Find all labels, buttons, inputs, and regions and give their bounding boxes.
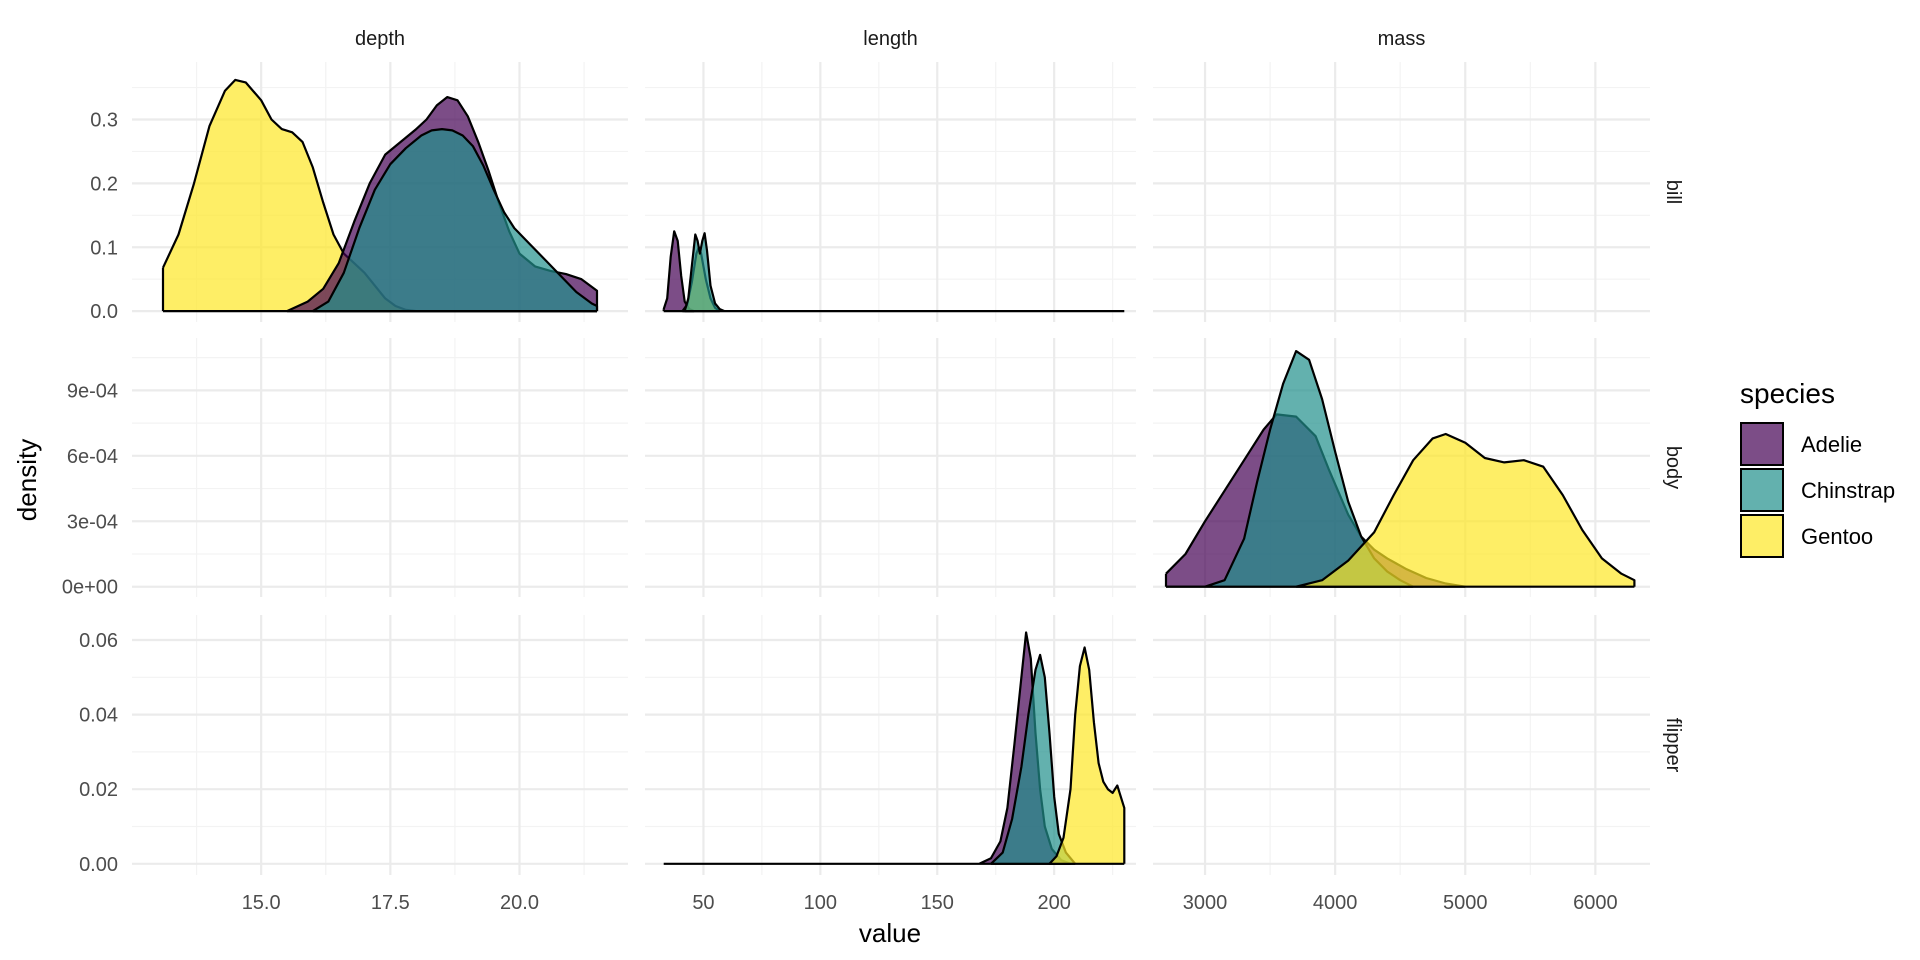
legend-label: Adelie: [1801, 432, 1862, 457]
y-tick-label: 0.00: [79, 854, 118, 876]
x-tick-label: 100: [804, 892, 837, 914]
y-tick-label: 0.2: [90, 173, 118, 195]
x-tick-label: 6000: [1573, 892, 1618, 914]
x-axis-title: value: [859, 918, 921, 948]
y-tick-label: 0.04: [79, 705, 118, 727]
x-tick-label: 4000: [1313, 892, 1358, 914]
y-tick-label: 0.1: [90, 237, 118, 259]
x-tick-label: 20.0: [500, 892, 539, 914]
y-axis-title: density: [12, 439, 42, 521]
density-area-gentoo: [1296, 434, 1635, 587]
panel-flipper-depth: [132, 615, 628, 875]
y-tick-label: 0e+00: [62, 577, 118, 599]
density-outline-chinstrap: [312, 128, 599, 313]
y-tick-label: 0.06: [79, 630, 118, 652]
density-outline-chinstrap: [683, 232, 1125, 313]
y-tick-label: 0.02: [79, 779, 118, 801]
y-tick-label: 0.0: [90, 301, 118, 323]
densities-bill-depth: [161, 78, 599, 313]
panels-layer: [132, 62, 1650, 875]
panel-bill-length: [645, 62, 1136, 322]
x-tick-label: 200: [1037, 892, 1070, 914]
density-area-chinstrap: [1166, 351, 1414, 587]
density-area-adelie: [663, 231, 695, 312]
x-tick-label: 3000: [1183, 892, 1228, 914]
panel-bill-mass: [1153, 62, 1650, 322]
axes-layer: depth length mass bill body flipper 0.0 0.1 0.2 0…: [62, 28, 1684, 914]
y-tick-label: 3e-04: [67, 511, 118, 533]
legend-swatch: [1740, 468, 1784, 512]
x-tick-label: 150: [921, 892, 954, 914]
facet-row-label-body: body: [1662, 446, 1684, 489]
densities-bill-length: [662, 230, 1125, 313]
panel-flipper-length: [645, 615, 1136, 875]
legend-title: species: [1740, 378, 1835, 409]
legend-items: Adelie Chinstrap Gentoo: [1740, 422, 1895, 558]
legend: species Adelie Chinstrap Gentoo: [1740, 378, 1895, 558]
legend-swatch: [1740, 514, 1784, 558]
y-tick-label: 9e-04: [67, 380, 118, 402]
densities-flipper-length: [663, 631, 1126, 865]
legend-item-chinstrap: Chinstrap: [1740, 468, 1895, 512]
facet-col-label-depth: depth: [355, 28, 405, 50]
panel-flipper-mass: [1153, 615, 1650, 875]
density-area-chinstrap: [991, 654, 1076, 864]
facet-row-label-bill: bill: [1662, 180, 1684, 204]
x-tick-label: 5000: [1443, 892, 1488, 914]
density-area-gentoo: [163, 79, 597, 312]
density-area-chinstrap: [312, 129, 597, 312]
densities-body-mass: [1164, 350, 1636, 588]
legend-label: Gentoo: [1801, 524, 1873, 549]
y-tick-label: 0.3: [90, 109, 118, 131]
legend-swatch: [1740, 422, 1784, 466]
density-area-chinstrap: [684, 233, 1125, 312]
legend-item-gentoo: Gentoo: [1740, 514, 1873, 558]
facet-row-label-flipper: flipper: [1662, 718, 1684, 773]
x-tick-label: 17.5: [371, 892, 410, 914]
density-outline-gentoo: [1048, 646, 1126, 865]
x-tick-label: 50: [692, 892, 714, 914]
legend-item-adelie: Adelie: [1740, 422, 1862, 466]
legend-label: Chinstrap: [1801, 478, 1895, 503]
density-outline-gentoo: [1295, 432, 1636, 588]
facet-col-label-mass: mass: [1378, 28, 1426, 50]
x-tick-label: 15.0: [242, 892, 281, 914]
panel-body-length: [645, 338, 1136, 597]
panel-body-depth: [132, 338, 628, 597]
facet-col-label-length: length: [863, 28, 918, 50]
y-tick-label: 6e-04: [67, 446, 118, 468]
